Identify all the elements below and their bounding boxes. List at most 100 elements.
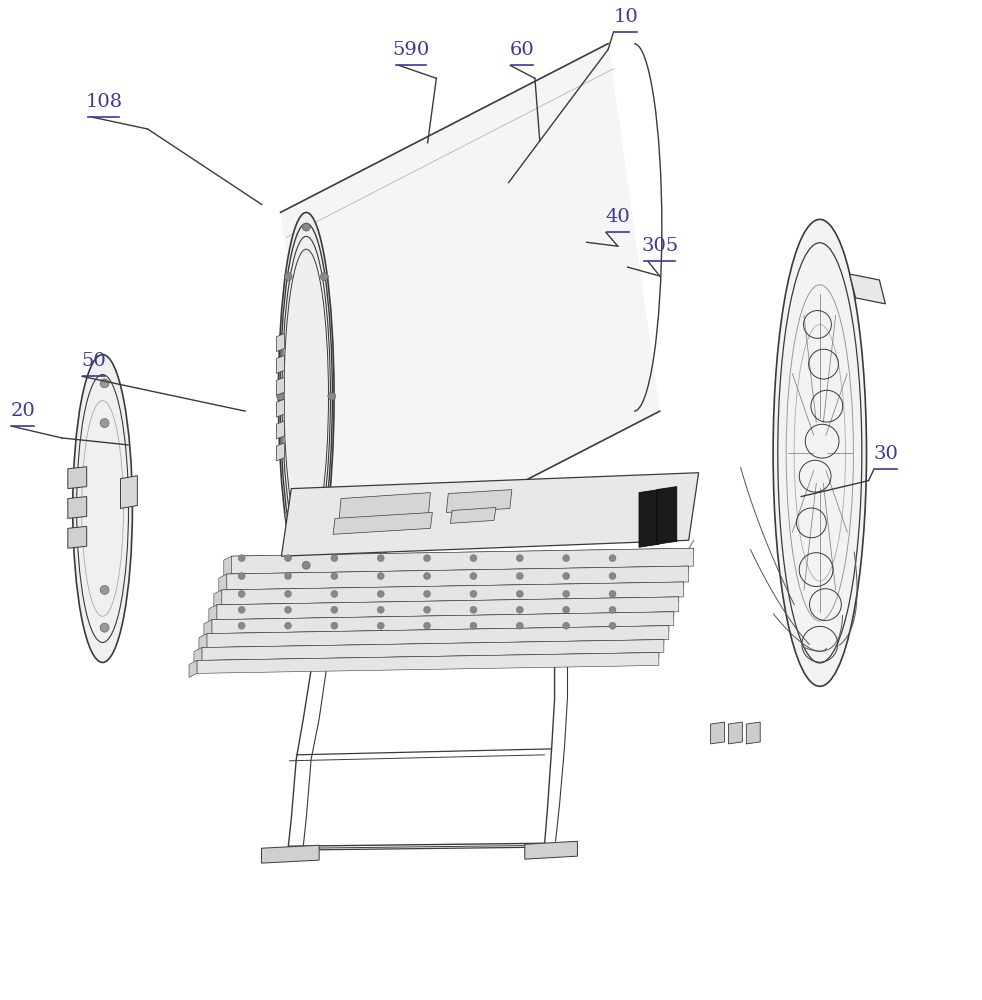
Polygon shape [214, 590, 222, 609]
Text: 108: 108 [85, 93, 123, 111]
Circle shape [377, 590, 384, 597]
Circle shape [470, 555, 477, 562]
Polygon shape [711, 722, 725, 744]
Polygon shape [121, 476, 137, 508]
Circle shape [563, 573, 570, 580]
Polygon shape [451, 507, 496, 523]
Text: 60: 60 [510, 41, 534, 59]
Text: 30: 30 [874, 445, 899, 463]
Text: 40: 40 [606, 208, 630, 226]
Circle shape [285, 555, 292, 562]
Circle shape [100, 379, 109, 388]
Circle shape [423, 622, 430, 629]
Polygon shape [276, 334, 285, 352]
Circle shape [517, 606, 523, 613]
Circle shape [563, 590, 570, 597]
Polygon shape [232, 548, 693, 574]
Polygon shape [207, 626, 669, 648]
Polygon shape [276, 421, 285, 439]
Text: 305: 305 [641, 237, 679, 255]
Polygon shape [194, 648, 202, 664]
Circle shape [285, 606, 292, 613]
Polygon shape [276, 399, 285, 417]
Circle shape [239, 573, 246, 580]
Polygon shape [217, 597, 679, 610]
Circle shape [470, 590, 477, 597]
Polygon shape [219, 574, 227, 594]
Polygon shape [224, 556, 232, 578]
Polygon shape [276, 443, 285, 461]
Circle shape [285, 622, 292, 629]
Ellipse shape [773, 219, 866, 686]
Text: 50: 50 [82, 352, 106, 370]
Circle shape [331, 590, 338, 597]
Polygon shape [281, 44, 660, 580]
Circle shape [302, 561, 310, 569]
Polygon shape [339, 493, 430, 520]
Circle shape [302, 223, 310, 231]
Circle shape [563, 606, 570, 613]
Polygon shape [227, 566, 688, 590]
Circle shape [423, 573, 430, 580]
Polygon shape [189, 660, 197, 677]
Polygon shape [849, 274, 886, 304]
Circle shape [239, 606, 246, 613]
Circle shape [517, 622, 523, 629]
Polygon shape [209, 605, 217, 624]
Circle shape [517, 573, 523, 580]
Polygon shape [197, 653, 659, 673]
Polygon shape [202, 640, 664, 660]
Circle shape [377, 555, 384, 562]
Circle shape [331, 622, 338, 629]
Polygon shape [333, 512, 432, 534]
Polygon shape [639, 490, 659, 547]
Circle shape [328, 392, 336, 400]
Polygon shape [282, 473, 698, 556]
Circle shape [284, 273, 292, 281]
Circle shape [470, 606, 477, 613]
Ellipse shape [73, 355, 133, 662]
Circle shape [285, 573, 292, 580]
Polygon shape [199, 634, 207, 652]
Circle shape [377, 622, 384, 629]
Circle shape [377, 606, 384, 613]
Circle shape [285, 590, 292, 597]
Polygon shape [68, 526, 86, 548]
Circle shape [517, 555, 523, 562]
Circle shape [470, 622, 477, 629]
Circle shape [331, 573, 338, 580]
Circle shape [609, 573, 616, 580]
Polygon shape [212, 612, 674, 634]
Circle shape [423, 555, 430, 562]
Circle shape [609, 590, 616, 597]
Circle shape [277, 392, 285, 400]
Circle shape [100, 585, 109, 594]
Circle shape [239, 622, 246, 629]
Circle shape [609, 622, 616, 629]
Circle shape [377, 573, 384, 580]
Polygon shape [746, 722, 760, 744]
Polygon shape [212, 612, 674, 625]
Circle shape [423, 606, 430, 613]
Circle shape [239, 555, 246, 562]
Circle shape [284, 512, 292, 520]
Polygon shape [232, 548, 693, 561]
Polygon shape [261, 845, 319, 863]
Polygon shape [68, 497, 86, 518]
Ellipse shape [279, 212, 334, 580]
Polygon shape [197, 653, 659, 665]
Text: 590: 590 [393, 41, 430, 59]
Text: 20: 20 [11, 402, 35, 420]
Circle shape [517, 590, 523, 597]
Polygon shape [524, 841, 577, 859]
Circle shape [423, 590, 430, 597]
Circle shape [331, 555, 338, 562]
Circle shape [100, 623, 109, 632]
Polygon shape [276, 377, 285, 395]
Polygon shape [657, 487, 677, 544]
Circle shape [320, 273, 328, 281]
Polygon shape [276, 355, 285, 373]
Polygon shape [227, 566, 688, 579]
Polygon shape [222, 582, 683, 605]
Polygon shape [68, 467, 86, 489]
